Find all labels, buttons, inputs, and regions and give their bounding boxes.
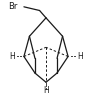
Text: H: H [43,86,49,96]
Text: H: H [9,52,15,61]
Text: H: H [77,52,83,61]
Text: Br: Br [8,2,17,11]
